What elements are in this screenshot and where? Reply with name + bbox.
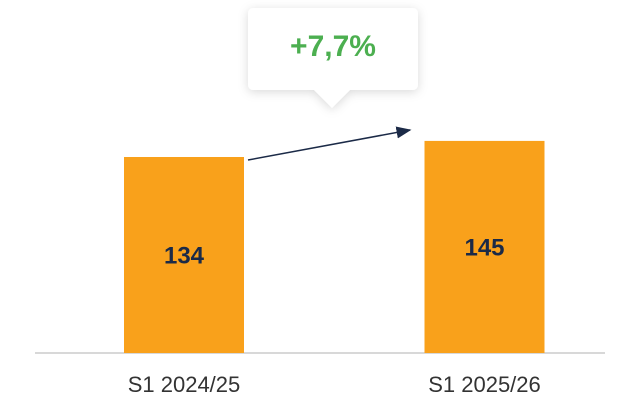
bar: [424, 140, 545, 353]
bar: [124, 157, 244, 353]
callout: [248, 8, 418, 108]
growth-arrow: [247, 126, 412, 161]
value-label: 134: [164, 242, 205, 269]
x-tick-label: S1 2025/26: [428, 372, 541, 397]
value-label: 145: [464, 234, 504, 261]
annotation: +7,7%: [290, 30, 376, 63]
x-tick-label: S1 2024/25: [128, 372, 241, 397]
